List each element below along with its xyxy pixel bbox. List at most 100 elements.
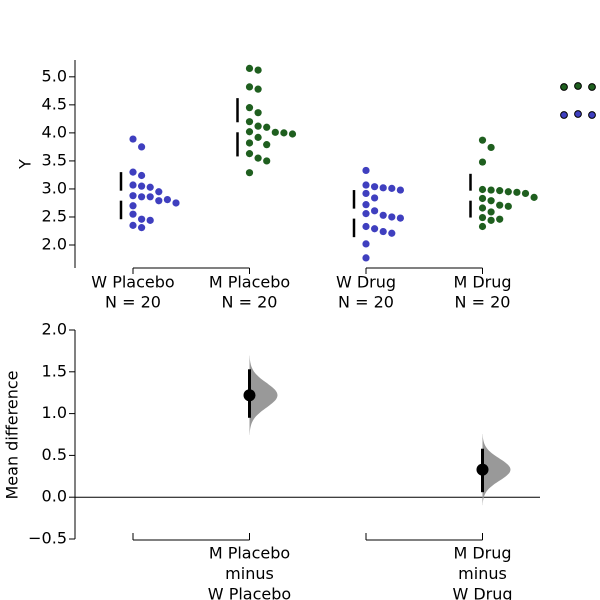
- x-tick-label: M Drug: [453, 273, 511, 292]
- data-point: [362, 166, 370, 175]
- legend-marker: [588, 83, 596, 91]
- data-point: [371, 225, 379, 233]
- data-point: [129, 210, 137, 218]
- data-point: [146, 216, 154, 224]
- data-point: [138, 171, 146, 180]
- data-point: [487, 143, 495, 152]
- data-point: [478, 204, 487, 212]
- data-point: [379, 184, 387, 192]
- y-tick-label: 1.5: [42, 361, 67, 380]
- data-point: [496, 215, 504, 223]
- x-tick-label: M Placebo: [209, 273, 290, 292]
- x-tick-label: W Drug: [336, 273, 396, 292]
- data-point: [371, 194, 379, 202]
- y-tick-label: 4.5: [42, 94, 67, 113]
- data-point: [496, 201, 504, 209]
- data-point: [129, 181, 137, 189]
- data-point: [362, 240, 370, 248]
- data-point: [254, 122, 262, 130]
- y-tick-label: 3.5: [42, 150, 67, 169]
- data-point: [254, 85, 262, 93]
- data-point: [530, 193, 538, 201]
- y-axis-label: Mean difference: [3, 371, 22, 500]
- data-point: [487, 197, 495, 205]
- data-point: [396, 186, 404, 194]
- data-point: [513, 188, 521, 196]
- data-point: [496, 187, 504, 195]
- data-point: [146, 183, 154, 191]
- x-tick-label: W Drug: [452, 585, 512, 600]
- bootstrap-distribution: [249, 355, 278, 435]
- data-point: [245, 104, 254, 112]
- data-point: [521, 189, 530, 198]
- data-point: [362, 181, 370, 189]
- data-point: [478, 136, 487, 144]
- data-point: [254, 109, 262, 117]
- data-point: [362, 201, 370, 209]
- data-point: [129, 168, 137, 176]
- x-tick-label: M Drug: [453, 544, 511, 563]
- legend-marker: [588, 111, 596, 119]
- data-point: [155, 188, 163, 196]
- y-tick-label: 0.5: [42, 445, 67, 464]
- x-tick-label: minus: [458, 564, 507, 583]
- data-point: [504, 188, 512, 196]
- data-point: [362, 189, 370, 198]
- x-tick-label: W Placebo: [208, 585, 291, 600]
- data-point: [245, 128, 254, 136]
- data-point: [379, 227, 387, 236]
- legend-marker: [560, 83, 568, 91]
- y-tick-label: 2.0: [42, 235, 67, 254]
- mean-difference: [243, 389, 256, 402]
- data-point: [245, 83, 254, 91]
- data-point: [396, 214, 404, 222]
- x-tick-label: minus: [225, 564, 274, 583]
- data-point: [487, 208, 495, 216]
- data-point: [172, 199, 180, 207]
- y-tick-label: 1.0: [42, 403, 67, 422]
- y-tick-label: 0.0: [42, 487, 67, 506]
- data-point: [254, 133, 262, 141]
- y-tick-label: −0.5: [28, 529, 67, 548]
- data-point: [504, 202, 512, 210]
- data-point: [379, 211, 387, 219]
- y-tick-label: 2.5: [42, 206, 67, 225]
- legend-marker: [560, 111, 568, 119]
- mean-difference: [476, 463, 489, 476]
- data-point: [478, 213, 487, 222]
- data-point: [138, 193, 146, 201]
- data-point: [138, 224, 146, 232]
- data-point: [487, 216, 495, 224]
- data-point: [388, 184, 396, 192]
- data-point: [478, 194, 487, 203]
- y-tick-label: 4.0: [42, 122, 67, 141]
- data-point: [362, 254, 370, 262]
- bootstrap-distribution: [482, 434, 511, 506]
- data-point: [263, 123, 271, 131]
- data-point: [129, 221, 137, 229]
- data-point: [146, 193, 154, 201]
- y-tick-label: 3.0: [42, 178, 67, 197]
- x-tick-label: W Placebo: [91, 273, 174, 292]
- data-point: [129, 202, 137, 210]
- data-point: [478, 185, 487, 194]
- data-point: [163, 196, 171, 204]
- y-tick-label: 5.0: [42, 66, 67, 85]
- x-tick-label: M Placebo: [209, 544, 290, 563]
- y-tick-label: 2.0: [42, 320, 67, 339]
- data-point: [155, 197, 163, 205]
- x-tick-label: N = 20: [455, 293, 511, 312]
- data-point: [388, 229, 396, 237]
- data-point: [280, 129, 288, 137]
- data-point: [254, 154, 262, 162]
- data-point: [478, 158, 487, 166]
- data-point: [129, 192, 137, 200]
- data-point: [245, 118, 254, 126]
- data-point: [362, 222, 370, 231]
- x-tick-label: N = 20: [338, 293, 394, 312]
- y-axis-label: Y: [16, 159, 35, 170]
- data-point: [263, 141, 271, 149]
- data-point: [245, 64, 254, 73]
- x-tick-label: N = 20: [222, 293, 278, 312]
